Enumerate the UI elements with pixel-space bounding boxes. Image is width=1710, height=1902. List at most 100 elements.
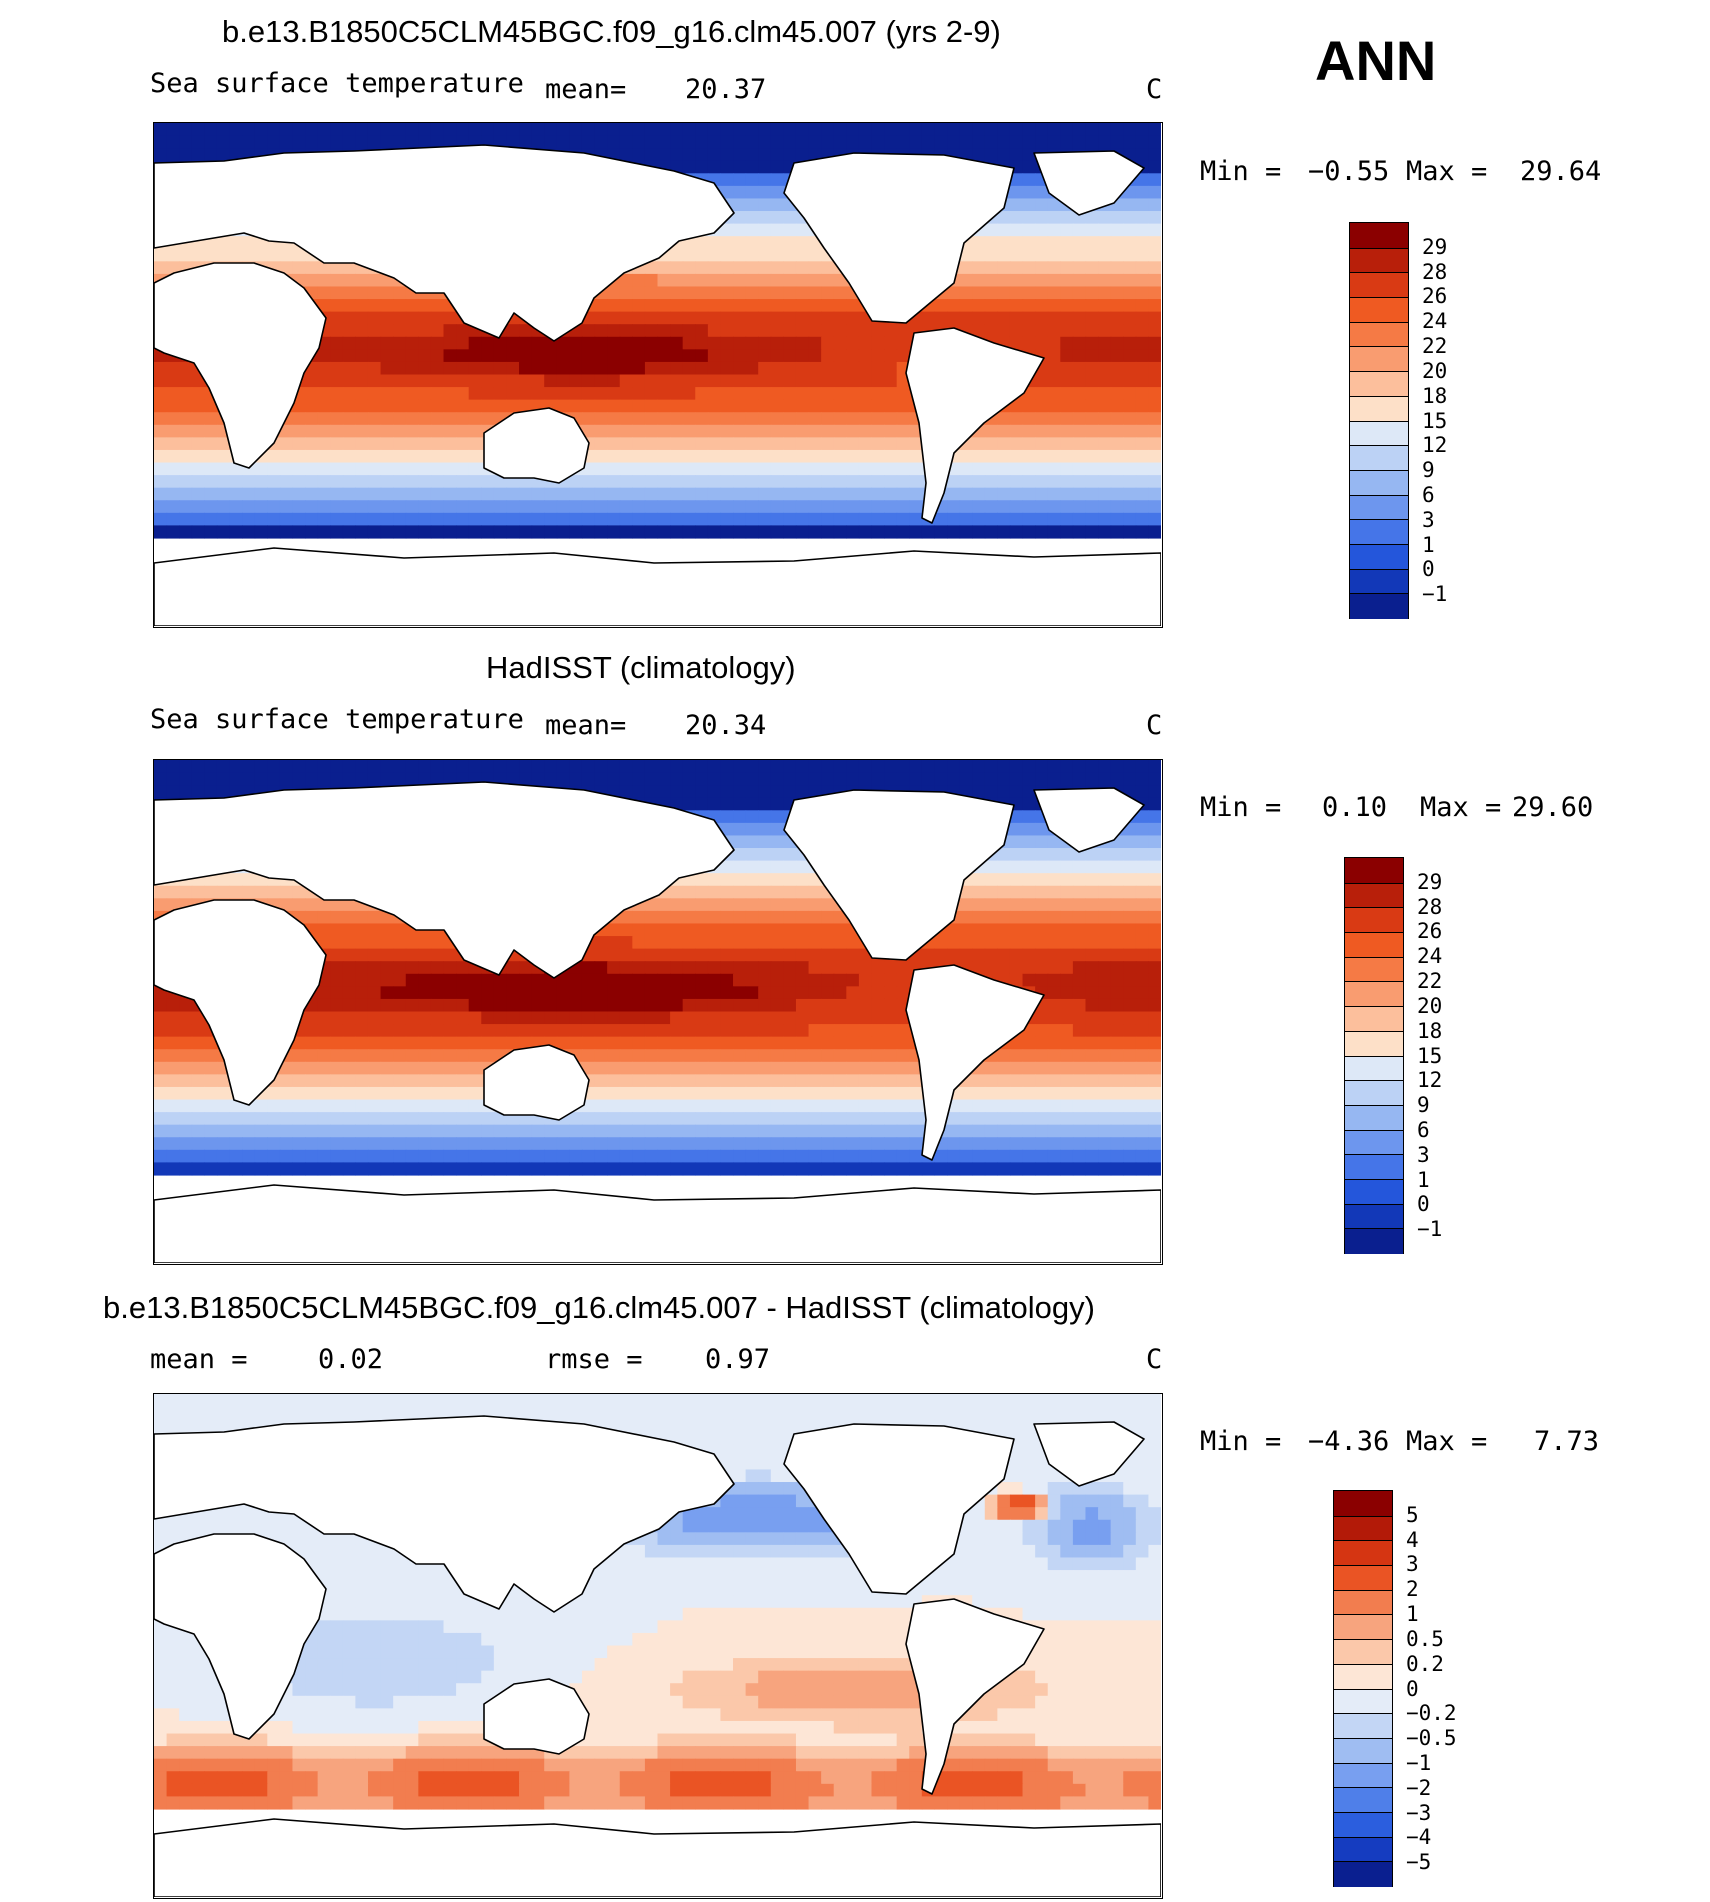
ocean-cell	[1110, 885, 1124, 899]
ocean-cell	[254, 512, 268, 526]
ocean-cell	[393, 973, 407, 987]
ocean-cell	[1148, 248, 1161, 262]
ocean-cell	[846, 500, 860, 514]
ocean-cell	[657, 910, 671, 925]
ocean-cell	[216, 525, 231, 539]
ocean-cell	[1085, 412, 1099, 426]
ocean-cell	[581, 1061, 596, 1075]
ocean-cell	[733, 273, 747, 288]
ocean-cell	[1148, 948, 1161, 962]
ocean-cell	[758, 248, 772, 262]
ocean-cell	[657, 399, 671, 413]
ocean-cell	[393, 412, 407, 426]
ocean-cell	[166, 1061, 180, 1075]
ocean-cell	[544, 123, 558, 137]
ocean-cell	[997, 936, 1011, 950]
ocean-cell	[707, 135, 722, 149]
ocean-cell	[795, 374, 810, 388]
ocean-cell	[770, 211, 784, 225]
ocean-cell	[644, 1024, 659, 1038]
ocean-cell	[380, 412, 394, 426]
ocean-cell	[443, 1011, 457, 1025]
ocean-cell	[380, 772, 394, 786]
ocean-cell	[1022, 148, 1036, 162]
ocean-cell	[632, 123, 646, 137]
ocean-cell	[770, 860, 784, 874]
ocean-cell	[884, 412, 898, 426]
ocean-cell	[569, 500, 583, 514]
ocean-cell	[342, 349, 356, 363]
ocean-cell	[581, 374, 596, 388]
ocean-cell	[1060, 135, 1074, 149]
ocean-cell	[1072, 424, 1087, 438]
ocean-cell	[770, 148, 784, 162]
ocean-cell	[279, 1086, 294, 1101]
ocean-cell	[1148, 986, 1161, 1000]
ocean-cell	[695, 500, 709, 514]
ocean-cell	[846, 512, 860, 526]
ocean-cell	[1085, 948, 1099, 962]
ocean-cell	[1098, 261, 1112, 275]
ocean-cell	[695, 885, 709, 899]
ocean-cell	[556, 772, 570, 786]
ocean-cell	[745, 936, 759, 950]
ocean-cell	[393, 1024, 407, 1038]
ocean-cell	[1035, 1061, 1049, 1075]
ocean-cell	[846, 936, 860, 950]
ocean-cell	[997, 148, 1011, 162]
ocean-cell	[833, 760, 847, 774]
ocean-cell	[418, 437, 432, 451]
ocean-cell	[380, 936, 394, 950]
ocean-cell	[783, 1011, 797, 1025]
ocean-cell	[707, 424, 722, 438]
ocean-cell	[695, 525, 709, 539]
ocean-cell	[380, 973, 394, 987]
ocean-cell	[493, 487, 508, 501]
ocean-cell	[1148, 885, 1161, 899]
ocean-cell	[456, 324, 470, 338]
ocean-cell	[871, 1086, 885, 1101]
ocean-cell	[959, 1112, 973, 1126]
ocean-cell	[279, 424, 294, 438]
ocean-cell	[733, 148, 747, 162]
ocean-cell	[745, 973, 759, 987]
ocean-cell	[632, 1074, 646, 1088]
ocean-cell	[594, 973, 608, 987]
ocean-cell	[418, 998, 432, 1013]
ocean-cell	[707, 1086, 722, 1101]
ocean-cell	[405, 1074, 419, 1088]
ocean-cell	[330, 500, 344, 514]
ocean-cell	[1135, 760, 1150, 774]
ocean-cell	[707, 1074, 722, 1088]
ocean-cell	[972, 898, 986, 912]
ocean-cell	[367, 437, 382, 451]
ocean-cell	[594, 1011, 608, 1025]
ocean-cell	[367, 1024, 382, 1038]
ocean-cell	[783, 785, 797, 799]
ocean-cell	[758, 462, 772, 476]
ocean-cell	[670, 437, 684, 451]
ocean-cell	[267, 1086, 281, 1101]
ocean-cell	[405, 437, 419, 451]
ocean-cell	[884, 475, 898, 489]
ocean-cell	[745, 1011, 759, 1025]
ocean-cell	[808, 1099, 822, 1113]
ocean-cell	[1072, 412, 1087, 426]
ocean-cell	[292, 424, 306, 438]
ocean-cell	[1085, 525, 1099, 539]
ocean-cell	[1035, 437, 1049, 451]
ocean-cell	[733, 412, 747, 426]
ocean-cell	[808, 1036, 822, 1050]
ocean-cell	[921, 311, 936, 325]
ocean-cell	[1148, 512, 1161, 526]
ocean-cell	[1009, 512, 1024, 526]
ocean-cell	[367, 910, 382, 925]
ocean-cell	[405, 311, 419, 325]
ocean-cell	[1085, 923, 1099, 937]
ocean-cell	[1047, 512, 1061, 526]
ocean-cell	[644, 961, 659, 975]
ocean-cell	[758, 772, 772, 786]
ocean-cell	[1148, 324, 1161, 338]
ocean-cell	[292, 412, 306, 426]
ocean-cell	[808, 885, 822, 899]
